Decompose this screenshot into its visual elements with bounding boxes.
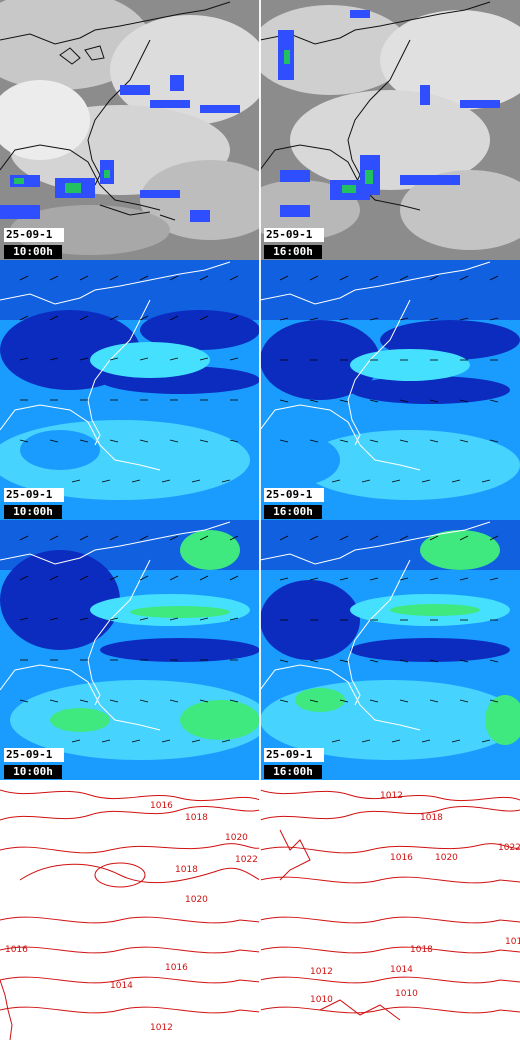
timestamp-labels: 25-09-1 10:00h <box>4 748 64 779</box>
timestamp-labels: 25-09-1 10:00h <box>4 228 64 259</box>
time-label: 16:00h <box>264 245 322 259</box>
timestamp-labels: 25-09-1 16:00h <box>264 488 324 519</box>
isobar-label: 1018 <box>420 813 443 823</box>
isobar-label: 1020 <box>435 853 458 863</box>
time-label: 10:00h <box>4 245 62 259</box>
isobar-label: 1014 <box>390 965 413 975</box>
isobar-label: 1012 <box>150 1023 173 1033</box>
isobar-panel-left: 1016 1018 1020 1022 1018 1020 1016 1016 … <box>0 780 260 1040</box>
isobar-label: 1020 <box>185 895 208 905</box>
date-label: 25-09-1 <box>4 488 64 502</box>
gust-map <box>0 520 260 780</box>
isobar-label: 1020 <box>225 833 248 843</box>
isobar-label: 1018 <box>185 813 208 823</box>
isobar-label: 1022 <box>498 843 520 853</box>
timestamp-labels: 25-09-1 16:00h <box>264 228 324 259</box>
isobar-label: 1012 <box>310 967 333 977</box>
isobar-map: 1016 1018 1020 1022 1018 1020 1016 1016 … <box>0 789 260 1040</box>
wind-panel-1600: 25-09-1 16:00h <box>260 260 520 520</box>
time-label: 10:00h <box>4 505 62 519</box>
isobar-map: 1012 1018 1016 1020 1022 1018 1014 1012 … <box>260 789 520 1021</box>
wind-map <box>0 260 260 520</box>
isobar-panel-right: 1012 1018 1016 1020 1022 1018 1014 1012 … <box>260 780 520 1040</box>
isobar-label: 1010 <box>395 989 418 999</box>
isobar-label: 1010 <box>310 995 333 1005</box>
timestamp-labels: 25-09-1 10:00h <box>4 488 64 519</box>
gust-panel-1000: 25-09-1 10:00h <box>0 520 260 780</box>
column-divider <box>259 0 261 1040</box>
isobar-label: 1018 <box>410 945 433 955</box>
date-label: 25-09-1 <box>4 228 64 242</box>
isobar-label: 1012 <box>380 791 403 801</box>
date-label: 25-09-1 <box>264 748 324 762</box>
timestamp-labels: 25-09-1 16:00h <box>264 748 324 779</box>
isobar-label: 1014 <box>110 981 133 991</box>
date-label: 25-09-1 <box>4 748 64 762</box>
isobar-label: 1016 <box>165 963 188 973</box>
satellite-panel-1600: 25-09-1 16:00h <box>260 0 520 260</box>
time-label: 10:00h <box>4 765 62 779</box>
date-label: 25-09-1 <box>264 488 324 502</box>
satellite-map <box>260 0 520 260</box>
isobar-label: 1012 <box>505 937 520 947</box>
wind-map <box>260 260 520 520</box>
satellite-map <box>0 0 260 260</box>
time-label: 16:00h <box>264 765 322 779</box>
date-label: 25-09-1 <box>264 228 324 242</box>
wind-panel-1000: 25-09-1 10:00h <box>0 260 260 520</box>
isobar-label: 1018 <box>175 865 198 875</box>
satellite-panel-1000: 25-09-1 10:00h <box>0 0 260 260</box>
isobar-label: 1016 <box>5 945 28 955</box>
isobar-label: 1022 <box>235 855 258 865</box>
isobar-label: 1016 <box>150 801 173 811</box>
time-label: 16:00h <box>264 505 322 519</box>
gust-panel-1600: 25-09-1 16:00h <box>260 520 520 780</box>
isobar-label: 1016 <box>390 853 413 863</box>
gust-map <box>260 520 520 780</box>
